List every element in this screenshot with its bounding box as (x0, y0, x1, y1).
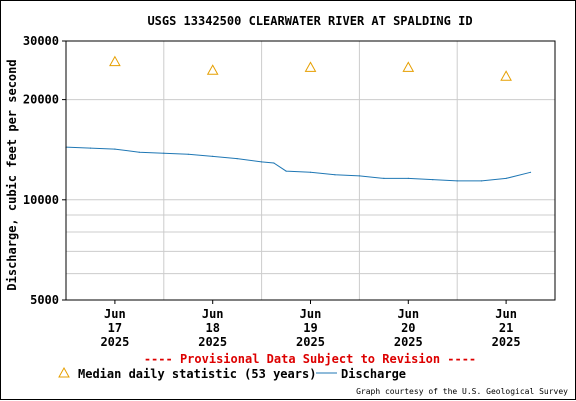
series-layer (65, 55, 532, 182)
x-tick-month: Jun (495, 307, 517, 321)
x-tick-year: 2025 (394, 335, 423, 349)
discharge-point (285, 170, 287, 172)
y-axis-ticks: 5000 10000 20000 30000 (23, 34, 66, 307)
discharge-point (89, 147, 92, 149)
x-tick-day: 18 (205, 321, 219, 335)
y-tick-label: 20000 (23, 93, 59, 107)
median-marker (206, 64, 219, 75)
discharge-point (432, 179, 434, 181)
discharge-point (273, 162, 275, 164)
discharge-point (212, 155, 214, 157)
x-tick-day: 20 (401, 321, 415, 335)
x-tick-day: 19 (303, 321, 317, 335)
x-tick-day: 17 (108, 321, 122, 335)
median-marker (500, 70, 512, 81)
y-tick-label: 30000 (23, 34, 59, 48)
discharge-point (163, 152, 165, 154)
discharge-point (334, 174, 336, 176)
legend: Median daily statistic (53 years) Discha… (58, 366, 406, 381)
discharge-point (236, 158, 238, 160)
legend-median-label: Median daily statistic (53 years) (78, 367, 316, 381)
x-tick-year: 2025 (492, 335, 521, 349)
y-tick-label: 10000 (23, 193, 59, 207)
discharge-point (309, 171, 312, 173)
plot-area (65, 40, 556, 301)
median-marker (304, 61, 317, 72)
legend-median-symbol (58, 366, 70, 378)
discharge-point (383, 177, 385, 179)
credit-text: Graph courtesy of the U.S. Geological Su… (356, 387, 568, 396)
discharge-point (529, 171, 532, 173)
x-tick-month: Jun (202, 307, 224, 321)
legend-discharge-label: Discharge (341, 367, 406, 381)
x-tick-month: Jun (104, 307, 126, 321)
provisional-notice: ---- Provisional Data Subject to Revisio… (144, 352, 476, 366)
y-axis-label: Discharge, cubic feet per second (5, 59, 19, 290)
discharge-point (456, 180, 458, 182)
discharge-line (65, 146, 531, 182)
discharge-point (407, 177, 409, 179)
median-marker (109, 55, 121, 67)
x-tick-month: Jun (397, 307, 419, 321)
discharge-point (114, 148, 116, 150)
median-marker (402, 61, 415, 72)
discharge-point (358, 175, 360, 177)
discharge-point (505, 177, 507, 179)
discharge-point (481, 180, 483, 182)
x-tick-month: Jun (300, 307, 322, 321)
x-tick-day: 21 (499, 321, 513, 335)
grid-lines (66, 40, 555, 301)
x-tick-year: 2025 (296, 335, 325, 349)
x-tick-year: 2025 (100, 335, 129, 349)
chart-title: USGS 13342500 CLEARWATER RIVER AT SPALDI… (147, 14, 472, 28)
x-tick-year: 2025 (198, 335, 227, 349)
x-axis-ticks: Jun172025Jun182025Jun192025Jun202025Jun2… (100, 300, 521, 349)
discharge-point (138, 151, 140, 153)
discharge-point (187, 153, 189, 155)
discharge-point (261, 161, 263, 163)
y-tick-label: 5000 (30, 293, 59, 307)
